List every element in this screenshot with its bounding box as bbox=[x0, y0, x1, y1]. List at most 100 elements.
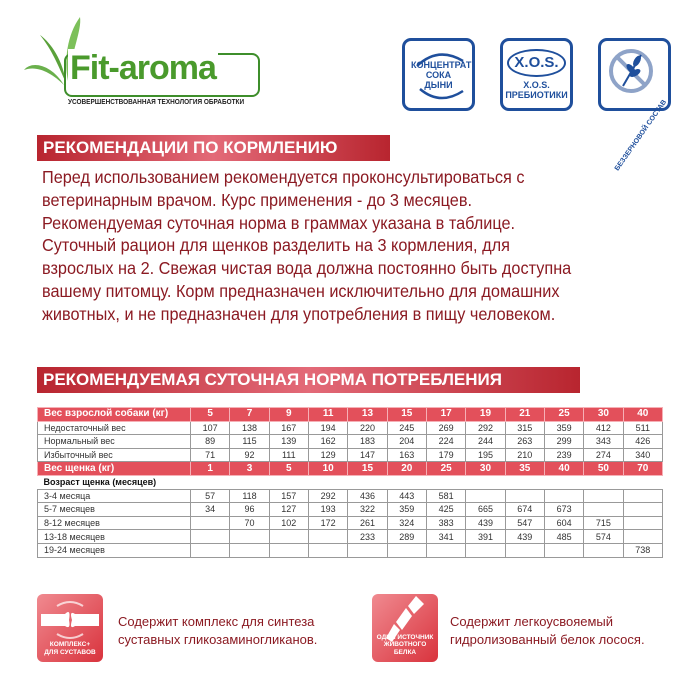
row-label: 13-18 месяцев bbox=[37, 529, 191, 544]
melon-juice-badge: КОНЦЕНТРАТ СОКА ДЫНИ bbox=[402, 38, 475, 111]
table-cell: 19 bbox=[465, 407, 506, 422]
table-cell bbox=[622, 529, 664, 544]
table-cell: 292 bbox=[307, 488, 349, 504]
table-cell bbox=[425, 542, 467, 558]
table-cell: 70 bbox=[229, 515, 270, 531]
table-cell: 139 bbox=[268, 434, 309, 449]
row-label: Нормальный вес bbox=[37, 434, 191, 449]
table-cell: 261 bbox=[347, 515, 388, 531]
table-cell: 341 bbox=[425, 529, 467, 544]
table-cell: 30 bbox=[583, 407, 624, 422]
table-cell bbox=[465, 542, 506, 558]
table-cell: 245 bbox=[386, 420, 427, 436]
puppy-weight-header: Вес щенка (кг) 1 3 5 10 15 20 25 30 35 40 50 70 bbox=[37, 461, 664, 476]
table-cell: 263 bbox=[504, 434, 545, 449]
table-cell: 391 bbox=[465, 529, 506, 544]
table-cell: 359 bbox=[386, 502, 427, 517]
table-cell: 738 bbox=[622, 542, 664, 558]
table-cell: 511 bbox=[622, 420, 664, 436]
table-cell: 15 bbox=[347, 461, 388, 476]
table-cell: 147 bbox=[347, 447, 388, 463]
table-cell: 292 bbox=[465, 420, 506, 436]
table-cell: 127 bbox=[268, 502, 309, 517]
table-cell: 604 bbox=[543, 515, 585, 531]
table-cell bbox=[583, 488, 624, 504]
table-cell: 343 bbox=[583, 434, 624, 449]
table-row: Избыточный вес 71 92 111 129 147 163 179 195 210 2… bbox=[37, 447, 664, 463]
joint-complex-badge: КОМПЛЕКС+ ДЛЯ СУСТАВОВ bbox=[37, 594, 103, 662]
table-cell: 3 bbox=[229, 461, 270, 476]
table-cell: 715 bbox=[583, 515, 624, 531]
table-cell: 425 bbox=[425, 502, 467, 517]
table-cell bbox=[307, 542, 349, 558]
table-cell bbox=[583, 502, 624, 517]
table-cell: 224 bbox=[425, 434, 467, 449]
table-cell: 167 bbox=[268, 420, 309, 436]
table-cell: 107 bbox=[189, 420, 231, 436]
feeding-norm-table: Вес взрослой собаки (кг) 5 7 9 11 13 15 17 19 21 2… bbox=[37, 407, 664, 558]
feeding-text: Перед использованием рекомендуется проко… bbox=[42, 167, 572, 324]
table-cell: 269 bbox=[425, 420, 467, 436]
table-cell bbox=[465, 488, 506, 504]
table-cell: 11 bbox=[307, 407, 349, 422]
row-label: 5-7 месяцев bbox=[37, 502, 191, 517]
table-cell: 439 bbox=[465, 515, 506, 531]
table-cell: 244 bbox=[465, 434, 506, 449]
table-cell: 194 bbox=[307, 420, 349, 436]
fit-aroma-logo: Fit-aroma УСОВЕРШЕНСТВОВАННАЯ ТЕХНОЛОГИЯ… bbox=[22, 15, 260, 106]
table-cell: 574 bbox=[583, 529, 624, 544]
table-cell: 40 bbox=[622, 407, 664, 422]
table-row: 13-18 месяцев 233 289 341 391 439 485 574 bbox=[37, 529, 664, 544]
table-cell: 89 bbox=[189, 434, 231, 449]
table-cell: 138 bbox=[229, 420, 270, 436]
table-cell: 163 bbox=[386, 447, 427, 463]
table-cell: 102 bbox=[268, 515, 309, 531]
row-label: Недостаточный вес bbox=[37, 420, 191, 436]
table-row: Недостаточный вес 107 138 167 194 220 245 269 29… bbox=[37, 420, 664, 436]
table-cell: 25 bbox=[543, 407, 585, 422]
table-cell: 289 bbox=[386, 529, 427, 544]
table-cell: 5 bbox=[268, 461, 309, 476]
table-cell bbox=[189, 542, 231, 558]
table-cell: 162 bbox=[307, 434, 349, 449]
table-cell: 13 bbox=[347, 407, 388, 422]
table-cell: 15 bbox=[386, 407, 427, 422]
table-cell: 21 bbox=[504, 407, 545, 422]
table-cell: 581 bbox=[425, 488, 467, 504]
table-cell bbox=[307, 529, 349, 544]
table-cell: 340 bbox=[622, 447, 664, 463]
table-cell bbox=[189, 515, 231, 531]
table-cell: 673 bbox=[543, 502, 585, 517]
feeding-title: РЕКОМЕНДАЦИИ ПО КОРМЛЕНИЮ bbox=[37, 135, 390, 161]
salmon-icon bbox=[386, 596, 424, 642]
row-label: 8-12 месяцев bbox=[37, 515, 191, 531]
table-cell bbox=[504, 542, 545, 558]
table-cell: 179 bbox=[425, 447, 467, 463]
table-cell: 239 bbox=[543, 447, 585, 463]
table-cell: 71 bbox=[189, 447, 231, 463]
table-row: 19-24 месяцев 738 bbox=[37, 542, 664, 558]
table-cell: 40 bbox=[543, 461, 585, 476]
table-cell: 70 bbox=[622, 461, 664, 476]
row-label: Вес взрослой собаки (кг) bbox=[37, 407, 191, 422]
table-cell bbox=[504, 488, 545, 504]
table-cell: 383 bbox=[425, 515, 467, 531]
table-cell: 115 bbox=[229, 434, 270, 449]
table-cell: 172 bbox=[307, 515, 349, 531]
table-cell bbox=[583, 542, 624, 558]
table-cell: 5 bbox=[189, 407, 231, 422]
xos-badge: X.O.S. X.O.S. ПРЕБИОТИКИ bbox=[500, 38, 573, 111]
table-cell: 183 bbox=[347, 434, 388, 449]
table-cell: 9 bbox=[268, 407, 309, 422]
melon-juice-icon bbox=[416, 53, 464, 100]
table-cell: 315 bbox=[504, 420, 545, 436]
table-cell bbox=[543, 488, 585, 504]
table-cell: 129 bbox=[307, 447, 349, 463]
table-cell bbox=[189, 529, 231, 544]
table-cell bbox=[268, 529, 309, 544]
joint-icon bbox=[41, 601, 99, 639]
adult-weight-header: Вес взрослой собаки (кг) 5 7 9 11 13 15 17 19 21 2… bbox=[37, 407, 664, 422]
table-cell: 426 bbox=[622, 434, 664, 449]
table-cell: 204 bbox=[386, 434, 427, 449]
table-cell: 443 bbox=[386, 488, 427, 504]
